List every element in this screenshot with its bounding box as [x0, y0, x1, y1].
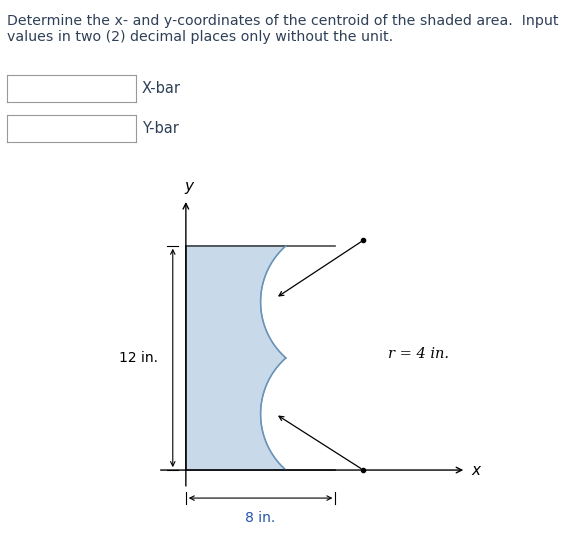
Text: x: x: [472, 463, 481, 477]
Text: Determine the x- and y-coordinates of the centroid of the shaded area.  Input
va: Determine the x- and y-coordinates of th…: [7, 14, 559, 44]
Text: X-bar: X-bar: [142, 81, 180, 96]
Text: Y-bar: Y-bar: [142, 121, 179, 136]
Text: r = 4 in.: r = 4 in.: [388, 347, 449, 361]
Text: 12 in.: 12 in.: [119, 351, 158, 365]
Text: y: y: [184, 178, 193, 194]
Text: 8 in.: 8 in.: [246, 511, 276, 525]
Polygon shape: [186, 246, 335, 470]
